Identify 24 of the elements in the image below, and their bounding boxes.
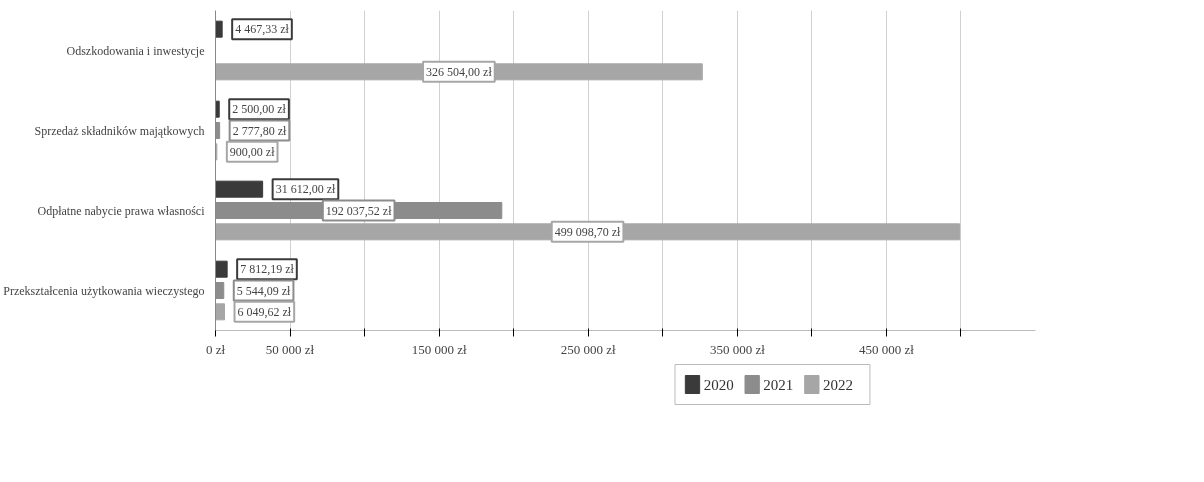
- data-label: 4 467,33 zł: [235, 22, 290, 37]
- data-label: 900,00 zł: [229, 144, 276, 159]
- legend-label: 2022: [822, 376, 853, 393]
- data-label: 6 049,62 zł: [237, 304, 292, 319]
- data-label: 499 098,70 zł: [554, 224, 622, 239]
- data-label: 5 544,09 zł: [236, 283, 292, 298]
- data-label: 192 037,52 zł: [325, 203, 393, 218]
- x-tick-label: 250 000 zł: [560, 341, 617, 357]
- y-tick-label: Odszkodowania i inwestycje: [66, 43, 205, 58]
- x-tick-label: 450 000 zł: [858, 341, 915, 357]
- y-tick-label: Odpłatne nabycie prawa własności: [37, 203, 206, 218]
- y-tick-label: Sprzedaż składników majątkowych: [34, 123, 205, 138]
- y-tick-label: Przekształcenia użytkowania wieczystego: [3, 283, 205, 298]
- x-tick-label: 350 000 zł: [709, 341, 766, 357]
- data-label: 326 504,00 zł: [426, 64, 493, 79]
- legend-label: 2020: [703, 376, 734, 393]
- data-label: 2 500,00 zł: [232, 102, 287, 117]
- x-tick-label: 0 zł: [205, 341, 226, 357]
- data-label: 7 812,19 zł: [240, 262, 295, 277]
- x-tick-label: 50 000 zł: [265, 341, 315, 357]
- data-label: 2 777,80 zł: [232, 123, 287, 138]
- data-label: 31 612,00 zł: [275, 182, 336, 197]
- x-tick-label: 150 000 zł: [411, 341, 467, 357]
- legend-label: 2021: [763, 376, 794, 393]
